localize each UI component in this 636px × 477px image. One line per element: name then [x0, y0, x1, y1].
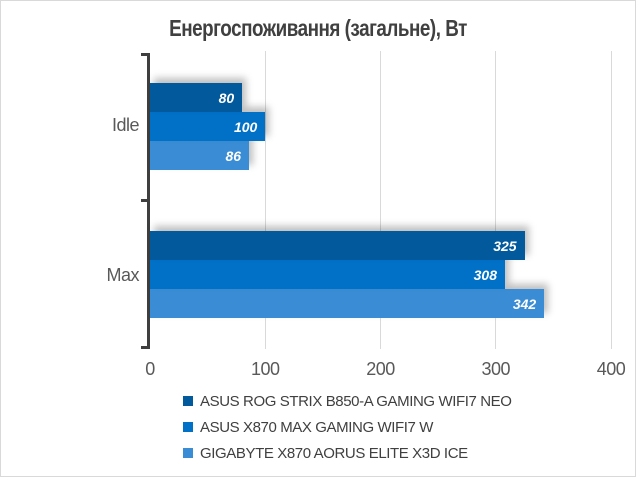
legend-label: ASUS X870 MAX GAMING WIFI7 W — [200, 418, 434, 436]
legend-swatch-dark-blue — [183, 396, 193, 406]
plot-area: 80 100 86 325 308 342 0 100 200 300 400 — [141, 51, 626, 379]
x-tick-label: 100 — [251, 359, 280, 379]
category-label-idle: Idle — [111, 115, 140, 135]
gridline — [380, 51, 381, 349]
gridline — [495, 51, 497, 349]
legend-item-asus-rog-strix: ASUS ROG STRIX B850-A GAMING WIFI7 NEO — [183, 392, 512, 410]
x-tick-label: 200 — [366, 359, 395, 379]
bar-idle-asus-rog-strix: 80 — [150, 83, 243, 112]
bar-idle-gigabyte-aorus: 86 — [150, 141, 250, 170]
y-axis-line — [147, 53, 150, 349]
category-label-max: Max — [106, 265, 139, 285]
legend-item-gigabyte-aorus: GIGABYTE X870 AORUS ELITE X3D ICE — [183, 444, 512, 462]
legend-label: ASUS ROG STRIX B850-A GAMING WIFI7 NEO — [200, 392, 512, 410]
legend-swatch-light-blue — [183, 448, 193, 458]
gridline — [610, 51, 612, 349]
bar-idle-asus-x870-max: 100 — [150, 112, 266, 141]
legend-item-asus-x870-max: ASUS X870 MAX GAMING WIFI7 W — [183, 418, 512, 436]
chart-title: Енергоспоживання (загальне), Вт — [169, 15, 467, 41]
axis-tick-bottom — [141, 346, 147, 349]
x-tick-label: 400 — [596, 359, 626, 379]
axis-tick-middle — [141, 199, 147, 202]
axis-tick-top — [141, 53, 147, 56]
bar-value-label: 100 — [233, 118, 258, 135]
bar-value-label: 308 — [473, 266, 497, 283]
bar-max-gigabyte-aorus: 342 — [150, 289, 545, 318]
x-tick-label: 300 — [481, 359, 511, 379]
bar-value-label: 80 — [218, 89, 235, 106]
legend-swatch-medium-blue — [183, 422, 193, 432]
bar-group-idle: 80 100 86 — [150, 83, 611, 170]
x-tick-label: 0 — [145, 359, 155, 379]
x-axis-tick-labels: 0 100 200 300 400 — [145, 359, 626, 379]
bar-value-label: 325 — [493, 237, 517, 254]
gridline — [264, 51, 266, 349]
bar-max-asus-rog-strix: 325 — [150, 231, 525, 260]
bar-max-asus-x870-max: 308 — [150, 260, 505, 289]
legend: ASUS ROG STRIX B850-A GAMING WIFI7 NEO A… — [183, 392, 512, 462]
bar-group-max: 325 308 342 — [150, 231, 611, 318]
bar-value-label: 342 — [512, 295, 537, 312]
bar-value-label: 86 — [225, 147, 242, 164]
legend-label: GIGABYTE X870 AORUS ELITE X3D ICE — [200, 444, 468, 462]
